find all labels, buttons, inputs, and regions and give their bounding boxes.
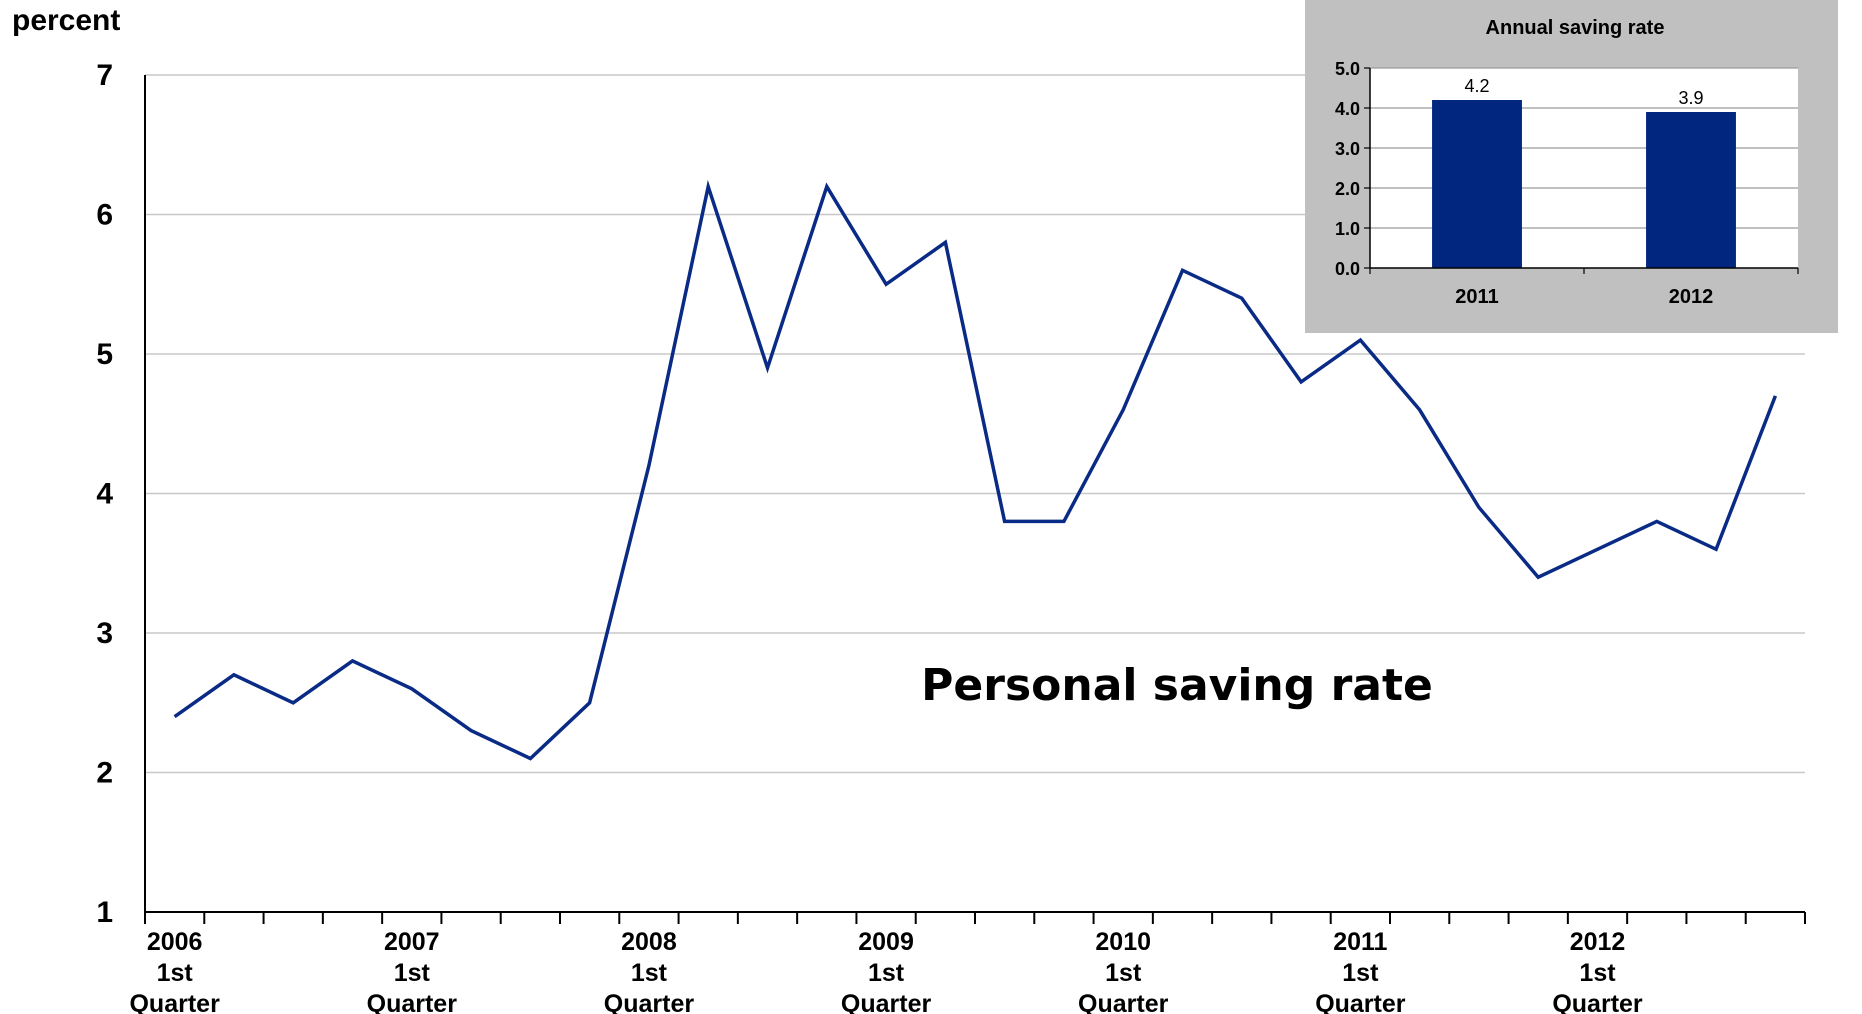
main-x-ticks (144, 912, 1806, 924)
x-tick-label: 2010 1st Quarter (1078, 928, 1169, 1014)
inset-y-ticks: 0.0 1.0 2.0 3.0 4.0 5.0 (1335, 59, 1370, 279)
y-tick-label: 1 (96, 896, 113, 929)
inset-value-label: 3.9 (1678, 88, 1703, 108)
inset-x-labels: 2011 2012 (1369, 268, 1799, 308)
inset-bars: 4.2 3.9 (1432, 76, 1736, 268)
inset-bar (1646, 112, 1736, 268)
x-tick-label: 2007 1st Quarter (367, 928, 458, 1014)
inset-category-label: 2012 (1669, 286, 1714, 308)
main-gridlines (145, 74, 1805, 774)
y-axis-label: percent (12, 4, 120, 37)
inset-y-tick-label: 0.0 (1335, 259, 1360, 279)
inset-title: Annual saving rate (1486, 17, 1665, 39)
y-tick-label: 7 (96, 59, 113, 92)
series-annotation: Personal saving rate (921, 660, 1433, 711)
x-tick-label: 2006 1st Quarter (129, 928, 220, 1014)
x-tick-label: 2011 1st Quarter (1315, 928, 1406, 1014)
inset-y-tick-label: 3.0 (1335, 139, 1360, 159)
main-x-labels: 2006 1st Quarter 2007 1st Quarter 2008 1st Quart… (129, 928, 1642, 1014)
inset-panel: Annual saving rate 4.2 3.9 0.0 1.0 2.0 3.0 4.… (1305, 0, 1838, 333)
x-tick-label: 2012 1st Quarter (1552, 928, 1643, 1014)
y-tick-label: 6 (96, 199, 113, 232)
saving-rate-line (173, 179, 1778, 761)
inset-y-tick-label: 5.0 (1335, 59, 1360, 79)
main-y-ticks: 1 2 3 4 5 6 7 (96, 59, 113, 929)
x-tick-label: 2008 1st Quarter (604, 928, 695, 1014)
y-tick-label: 2 (96, 757, 113, 790)
x-tick-label: 2009 1st Quarter (841, 928, 932, 1014)
inset-y-tick-label: 4.0 (1335, 99, 1360, 119)
y-tick-label: 5 (96, 338, 113, 371)
y-tick-label: 3 (96, 617, 113, 650)
y-tick-label: 4 (96, 478, 113, 511)
inset-bar (1432, 100, 1522, 268)
inset-y-tick-label: 2.0 (1335, 179, 1360, 199)
inset-y-tick-label: 1.0 (1335, 219, 1360, 239)
inset-category-label: 2011 (1455, 286, 1498, 308)
inset-value-label: 4.2 (1464, 76, 1489, 96)
